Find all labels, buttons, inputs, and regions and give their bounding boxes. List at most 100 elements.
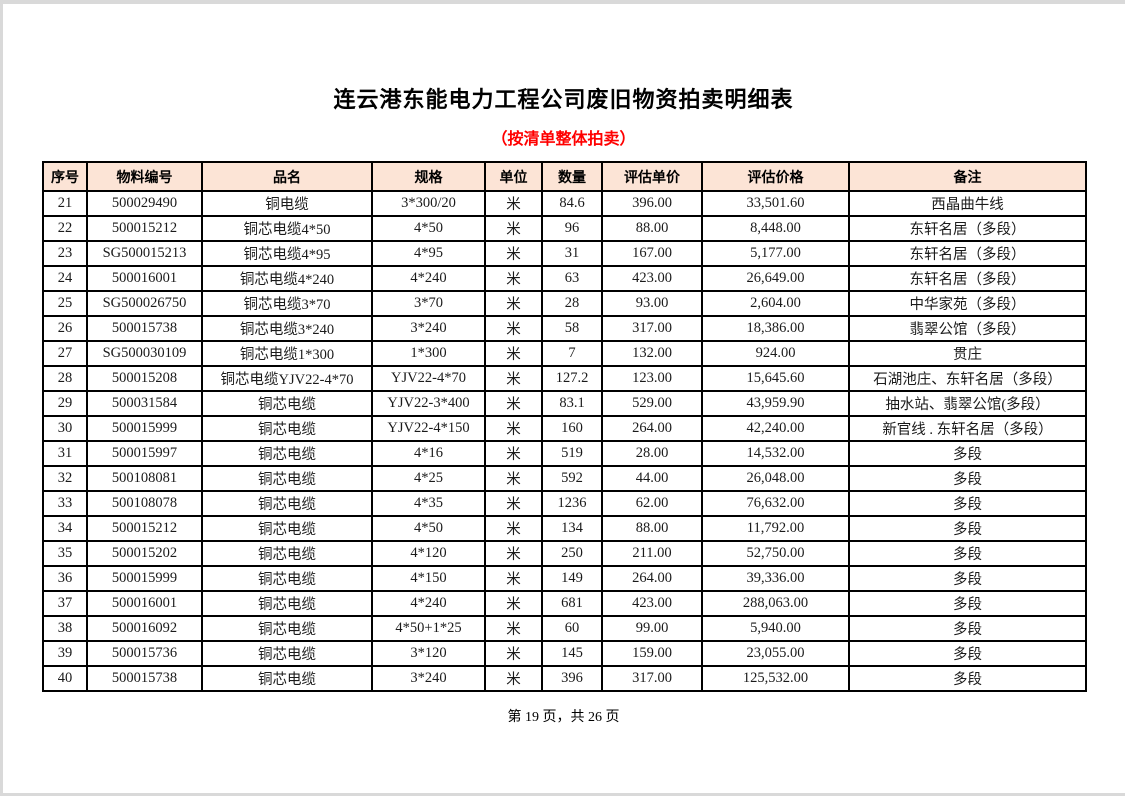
table-cell: 铜电缆 xyxy=(201,190,373,217)
column-header: 物料编号 xyxy=(86,161,203,192)
table-cell: 500016001 xyxy=(86,265,203,292)
column-header: 品名 xyxy=(201,161,373,192)
table-row: 27 SG500030109 铜芯电缆1*300 1*300 米 7 132.00 924.0… xyxy=(42,340,1087,367)
table-cell: 27 xyxy=(42,340,88,367)
table-cell: 5,177.00 xyxy=(701,240,850,267)
table-row: 33 500108078 铜芯电缆 4*35 米 1236 62.00 76,632.00 多段 xyxy=(42,490,1087,517)
column-header: 评估单价 xyxy=(601,161,703,192)
table-cell: 多段 xyxy=(848,515,1087,542)
table-row: 25 SG500026750 铜芯电缆3*70 3*70 米 28 93.00 2,604.0… xyxy=(42,290,1087,317)
table-cell: 167.00 xyxy=(601,240,703,267)
table-cell: 500015736 xyxy=(86,640,203,667)
table-row: 40 500015738 铜芯电缆 3*240 米 396 317.00 125,532.00… xyxy=(42,665,1087,692)
table-cell: 铜芯电缆 xyxy=(201,565,373,592)
page-title: 连云港东能电力工程公司废旧物资拍卖明细表 xyxy=(333,88,794,113)
table-cell: 500015202 xyxy=(86,540,203,567)
table-cell: YJV22-4*150 xyxy=(371,415,486,442)
table-cell: 铜芯电缆 xyxy=(201,490,373,517)
table-cell: 西晶曲牛线 xyxy=(848,190,1087,217)
table-cell: 多段 xyxy=(848,665,1087,692)
table-cell: 米 xyxy=(484,640,543,667)
table-cell: 681 xyxy=(541,590,603,617)
table-cell: SG500015213 xyxy=(86,240,203,267)
table-cell: 83.1 xyxy=(541,390,603,417)
table-cell: 米 xyxy=(484,240,543,267)
column-header: 备注 xyxy=(848,161,1087,192)
table-cell: 127.2 xyxy=(541,365,603,392)
table-row: 32 500108081 铜芯电缆 4*25 米 592 44.00 26,048.00 多段 xyxy=(42,465,1087,492)
table-cell: 铜芯电缆 xyxy=(201,590,373,617)
auction-table: 序号 物料编号 品名 规格 单位 数量 评估单价 评估价格 备注 21 500029490 铜电缆 3… xyxy=(42,161,1087,692)
table-cell: 米 xyxy=(484,415,543,442)
table-cell: 3*300/20 xyxy=(371,190,486,217)
table-row: 35 500015202 铜芯电缆 4*120 米 250 211.00 52,750.00 多… xyxy=(42,540,1087,567)
table-row: 36 500015999 铜芯电缆 4*150 米 149 264.00 39,336.00 多… xyxy=(42,565,1087,592)
table-cell: 26,649.00 xyxy=(701,265,850,292)
table-cell: 132.00 xyxy=(601,340,703,367)
table-cell: 多段 xyxy=(848,640,1087,667)
table-cell: 500015208 xyxy=(86,365,203,392)
page-subtitle: （按清单整体拍卖） xyxy=(491,129,636,148)
table-cell: YJV22-4*70 xyxy=(371,365,486,392)
table-cell: 铜芯电缆 xyxy=(201,415,373,442)
table-cell: 4*240 xyxy=(371,265,486,292)
table-cell: 500015738 xyxy=(86,315,203,342)
table-cell: 铜芯电缆3*70 xyxy=(201,290,373,317)
table-cell: 264.00 xyxy=(601,565,703,592)
table-cell: 88.00 xyxy=(601,515,703,542)
table-cell: 37 xyxy=(42,590,88,617)
table-cell: 519 xyxy=(541,440,603,467)
table-cell: 62.00 xyxy=(601,490,703,517)
table-cell: 铜芯电缆4*240 xyxy=(201,265,373,292)
table-cell: 米 xyxy=(484,215,543,242)
table-cell: 39 xyxy=(42,640,88,667)
table-cell: 211.00 xyxy=(601,540,703,567)
document-page: 连云港东能电力工程公司废旧物资拍卖明细表 （按清单整体拍卖） 序号 物料编号 品名规… xyxy=(3,4,1125,793)
table-row: 34 500015212 铜芯电缆 4*50 米 134 88.00 11,792.00 多段 xyxy=(42,515,1087,542)
table-cell: 31 xyxy=(42,440,88,467)
table-cell: 米 xyxy=(484,190,543,217)
table-row: 29 500031584 铜芯电缆 YJV22-3*400 米 83.1 529.00 43,… xyxy=(42,390,1087,417)
table-cell: 26,048.00 xyxy=(701,465,850,492)
table-cell: 29 xyxy=(42,390,88,417)
table-cell: 4*120 xyxy=(371,540,486,567)
table-row: 31 500015997 铜芯电缆 4*16 米 519 28.00 14,532.00 多段 xyxy=(42,440,1087,467)
table-row: 26 500015738 铜芯电缆3*240 3*240 米 58 317.00 18,386… xyxy=(42,315,1087,342)
table-cell: 铜芯电缆 xyxy=(201,615,373,642)
column-header: 规格 xyxy=(371,161,486,192)
table-cell: 42,240.00 xyxy=(701,415,850,442)
table-cell: 8,448.00 xyxy=(701,215,850,242)
table-cell: 多段 xyxy=(848,440,1087,467)
table-cell: 铜芯电缆 xyxy=(201,390,373,417)
table-row: 24 500016001 铜芯电缆4*240 4*240 米 63 423.00 26,649… xyxy=(42,265,1087,292)
table-cell: 铜芯电缆 xyxy=(201,640,373,667)
table-cell: 40 xyxy=(42,665,88,692)
column-header: 序号 xyxy=(42,161,88,192)
table-cell: 500108078 xyxy=(86,490,203,517)
table-cell: 新官线 . 东轩名居（多段） xyxy=(848,415,1087,442)
table-cell: 4*25 xyxy=(371,465,486,492)
table-cell: 铜芯电缆1*300 xyxy=(201,340,373,367)
table-row: 21 500029490 铜电缆 3*300/20 米 84.6 396.00 33,501.… xyxy=(42,190,1087,217)
table-row: 39 500015736 铜芯电缆 3*120 米 145 159.00 23,055.00 多… xyxy=(42,640,1087,667)
table-cell: 4*50+1*25 xyxy=(371,615,486,642)
table-cell: 东轩名居（多段） xyxy=(848,265,1087,292)
table-cell: 米 xyxy=(484,540,543,567)
table-cell: 500015997 xyxy=(86,440,203,467)
table-cell: 44.00 xyxy=(601,465,703,492)
table-cell: 3*120 xyxy=(371,640,486,667)
table-cell: 423.00 xyxy=(601,265,703,292)
table-cell: 4*35 xyxy=(371,490,486,517)
table-cell: 中华家苑（多段） xyxy=(848,290,1087,317)
table-cell: 38 xyxy=(42,615,88,642)
table-cell: 3*240 xyxy=(371,665,486,692)
table-row: 38 500016092 铜芯电缆 4*50+1*25 米 60 99.00 5,940.00… xyxy=(42,615,1087,642)
table-cell: 924.00 xyxy=(701,340,850,367)
table-cell: 88.00 xyxy=(601,215,703,242)
table-cell: SG500026750 xyxy=(86,290,203,317)
table-cell: 米 xyxy=(484,615,543,642)
table-cell: 铜芯电缆3*240 xyxy=(201,315,373,342)
table-cell: 28.00 xyxy=(601,440,703,467)
table-cell: 7 xyxy=(541,340,603,367)
table-cell: 264.00 xyxy=(601,415,703,442)
